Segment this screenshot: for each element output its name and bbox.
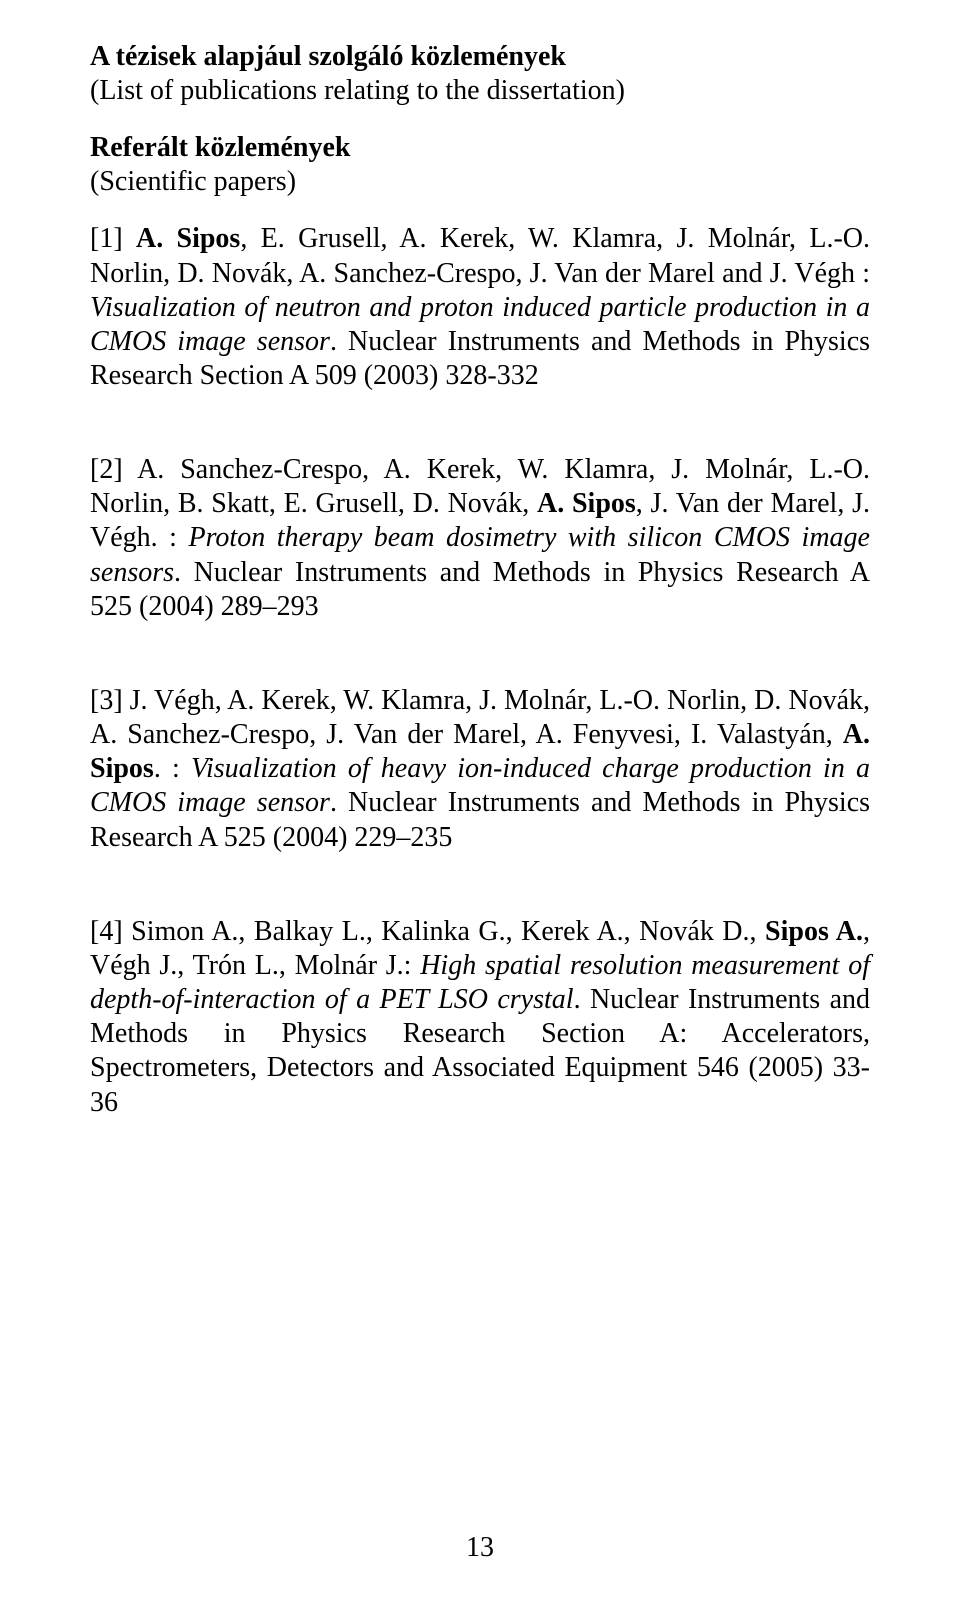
page-number: 13 bbox=[0, 1532, 960, 1564]
reference-1: [1] A. Sipos, E. Grusell, A. Kerek, W. K… bbox=[90, 222, 870, 393]
ref-author-bold: A. Sipos bbox=[537, 488, 636, 519]
ref-num: [1] bbox=[90, 223, 136, 254]
ref-author-bold: A. Sipos bbox=[136, 223, 240, 254]
ref-rest: . Nuclear Instruments and Methods in Phy… bbox=[90, 557, 870, 622]
section-heading-hungarian: Referált közlemények bbox=[90, 131, 870, 165]
ref-author-bold: Sipos A. bbox=[765, 916, 863, 947]
title-english: (List of publications relating to the di… bbox=[90, 74, 870, 108]
reference-4: [4] Simon A., Balkay L., Kalinka G., Ker… bbox=[90, 915, 870, 1120]
reference-2: [2] A. Sanchez-Crespo, A. Kerek, W. Klam… bbox=[90, 453, 870, 624]
ref-authors-post: . : bbox=[154, 753, 191, 784]
ref-num: [4] bbox=[90, 916, 131, 947]
title-hungarian: A tézisek alapjául szolgáló közlemények bbox=[90, 40, 870, 74]
ref-authors-pre: J. Végh, A. Kerek, W. Klamra, J. Molnár,… bbox=[90, 685, 870, 750]
page-container: A tézisek alapjául szolgáló közlemények … bbox=[0, 0, 960, 1220]
ref-num: [3] bbox=[90, 685, 130, 716]
ref-num: [2] bbox=[90, 454, 137, 485]
section-head-text: Referált közlemények bbox=[90, 132, 350, 163]
section-heading-english: (Scientific papers) bbox=[90, 165, 870, 199]
reference-3: [3] J. Végh, A. Kerek, W. Klamra, J. Mol… bbox=[90, 684, 870, 855]
ref-authors-pre: Simon A., Balkay L., Kalinka G., Kerek A… bbox=[131, 916, 765, 947]
